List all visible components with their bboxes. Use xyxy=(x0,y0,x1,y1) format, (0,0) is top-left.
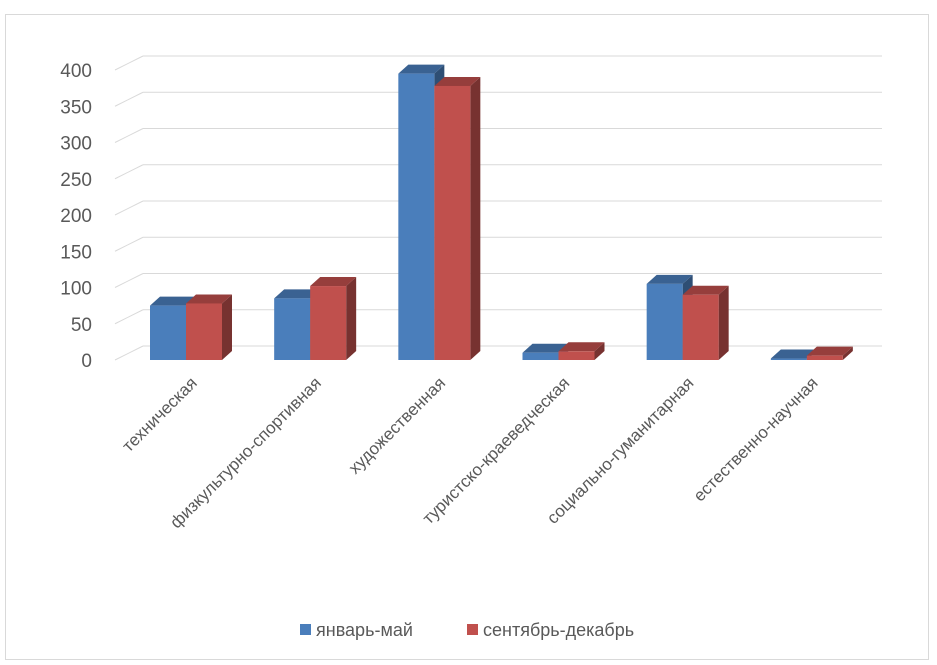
bar-top xyxy=(682,285,729,295)
bar-front xyxy=(770,358,807,360)
gridline xyxy=(114,55,144,71)
legend-swatch xyxy=(300,624,311,635)
bar-front xyxy=(646,283,683,360)
x-tick-label: техническая xyxy=(119,373,201,455)
bar-side xyxy=(718,285,729,360)
bar-side xyxy=(594,342,605,360)
x-tick-label: художественная xyxy=(345,373,449,477)
gridline xyxy=(114,164,144,180)
bar xyxy=(806,346,853,360)
bar-top xyxy=(398,64,445,74)
bar-top xyxy=(558,342,605,352)
gridline xyxy=(114,236,144,252)
bar-top xyxy=(770,349,817,359)
bar xyxy=(310,277,357,360)
y-tick-label: 0 xyxy=(81,351,92,372)
bar-top xyxy=(522,343,569,353)
gridline xyxy=(114,91,144,107)
bar-front xyxy=(522,352,559,360)
legend-item: сентябрь-декабрь xyxy=(467,620,634,640)
bar-top xyxy=(186,294,232,304)
bar-front xyxy=(558,351,595,360)
y-tick-label: 350 xyxy=(60,97,92,118)
bar-side xyxy=(222,294,232,360)
x-tick-label: социально-гуманитарная xyxy=(543,373,697,527)
y-tick-label: 50 xyxy=(71,315,92,336)
legend-swatch xyxy=(467,624,478,635)
gridline xyxy=(114,273,144,288)
bar-side xyxy=(470,76,481,360)
bar-top xyxy=(150,296,196,306)
legend-label: январь-май xyxy=(316,620,413,640)
bar-top xyxy=(274,289,321,299)
y-tick-label: 100 xyxy=(60,279,92,300)
gridline xyxy=(114,128,144,143)
bar-front xyxy=(806,355,843,360)
y-axis-ticks: 0 50 100 150 200 250 300 350 400 xyxy=(60,61,92,372)
y-tick-label: 250 xyxy=(60,170,92,191)
bar xyxy=(558,342,605,360)
x-tick-label: туристско-краеведческая xyxy=(419,373,574,528)
legend-item: январь-май xyxy=(300,620,413,640)
x-tick-label: естественно-научная xyxy=(690,373,822,505)
y-tick-label: 150 xyxy=(60,242,92,263)
y-tick-label: 400 xyxy=(60,61,92,82)
legend: январь-май сентябрь-декабрь xyxy=(300,620,634,640)
bar-top xyxy=(310,277,357,287)
bar-front xyxy=(398,73,435,360)
bar-top xyxy=(806,346,853,356)
bar-front xyxy=(274,298,311,360)
bar-front xyxy=(434,85,471,360)
bar-front xyxy=(186,303,222,360)
y-tick-label: 200 xyxy=(60,206,92,227)
bar-side xyxy=(842,346,853,360)
gridline xyxy=(114,345,144,361)
bar-front xyxy=(682,294,719,360)
bars xyxy=(150,64,853,360)
bar-front xyxy=(310,286,347,360)
bar-side xyxy=(346,277,357,360)
bar xyxy=(186,294,232,360)
gridline xyxy=(114,200,144,216)
bar-front xyxy=(150,305,186,360)
gridline xyxy=(114,309,144,325)
y-tick-label: 300 xyxy=(60,134,92,155)
bar-top xyxy=(434,76,481,86)
legend-label: сентябрь-декабрь xyxy=(483,620,634,640)
gridlines xyxy=(114,55,882,361)
bar xyxy=(434,76,481,360)
bar-top xyxy=(646,274,693,284)
bar xyxy=(682,285,729,360)
